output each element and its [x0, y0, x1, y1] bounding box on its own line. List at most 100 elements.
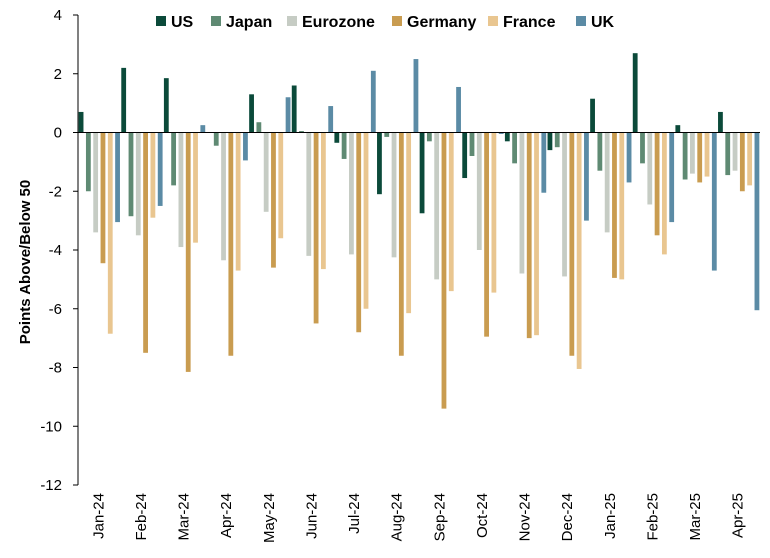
bar [163, 78, 169, 133]
bar [640, 132, 645, 164]
bar [711, 132, 717, 271]
y-tick-label: -8 [49, 360, 62, 377]
y-axis-label: Points Above/Below 50 [17, 180, 34, 344]
bar [448, 132, 454, 292]
bar [604, 132, 610, 233]
bar [228, 132, 234, 356]
bar [504, 132, 510, 142]
bar [334, 132, 340, 143]
x-tick-label: Mar-24 [176, 493, 193, 541]
legend-label: Japan [226, 14, 272, 31]
legend-item-eurozone: Eurozone [287, 14, 375, 31]
bar [135, 132, 141, 236]
bar [682, 132, 688, 180]
bar [426, 132, 432, 142]
bar [363, 132, 369, 309]
bar [100, 132, 106, 264]
legend-label: UK [591, 14, 615, 31]
legend-item-japan: Japan [211, 14, 272, 31]
bar [576, 132, 582, 369]
y-tick-label: -12 [40, 477, 62, 494]
bar [718, 111, 723, 133]
bar [121, 67, 127, 133]
legend-label: Germany [407, 14, 476, 31]
bar [193, 132, 198, 243]
x-tick-label: Jan-25 [602, 493, 619, 539]
bar [349, 132, 354, 255]
y-tick-label: -6 [49, 301, 62, 318]
bar [157, 132, 163, 206]
y-axis-label-group: Points Above/Below 50 [17, 180, 34, 344]
x-tick-label: Nov-24 [517, 493, 534, 541]
bar [185, 132, 191, 372]
series-us [78, 53, 723, 214]
legend-swatch [156, 16, 166, 26]
x-axis-ticks: Jan-24 Feb-24 Mar-24 Apr-24 May-24 Jun-24 Jul-… [90, 493, 746, 543]
bar [178, 132, 184, 248]
legend-swatch [211, 16, 221, 26]
bar [554, 132, 560, 148]
bar [739, 132, 745, 192]
bar [632, 53, 638, 133]
x-tick-label: Jan-24 [90, 493, 107, 539]
bar [320, 132, 326, 270]
bar [469, 132, 475, 156]
y-tick-label: 4 [54, 7, 62, 24]
bar [590, 98, 595, 133]
bar [597, 132, 603, 171]
bar [356, 132, 362, 333]
bar [526, 132, 532, 339]
legend-label: Eurozone [302, 14, 375, 31]
legend-swatch [287, 16, 297, 26]
bars [78, 53, 760, 409]
bar [612, 132, 617, 278]
bar [534, 132, 539, 336]
bar [306, 132, 312, 256]
bar [328, 106, 334, 133]
bar [213, 132, 219, 146]
bar [569, 132, 575, 356]
bar [456, 86, 461, 133]
bar [271, 132, 276, 268]
legend-swatch [576, 16, 586, 26]
bar [654, 132, 660, 236]
x-tick-label: May-24 [261, 493, 278, 543]
y-tick-label: 0 [54, 125, 62, 142]
bar [171, 132, 177, 186]
series-japan [85, 122, 731, 217]
bar [115, 132, 120, 223]
bar [498, 132, 504, 134]
bar [491, 132, 497, 293]
legend-label: US [171, 14, 194, 31]
legend-item-uk: UK [576, 14, 615, 31]
bar [704, 132, 710, 177]
bar [263, 132, 269, 212]
bar [256, 122, 262, 133]
bar [243, 132, 248, 161]
bar [377, 132, 382, 195]
bar [85, 132, 91, 192]
bar [285, 97, 291, 133]
bar [512, 132, 518, 164]
bar [143, 132, 148, 353]
legend-swatch [488, 16, 498, 26]
bar [647, 132, 653, 205]
bar [754, 132, 760, 311]
x-tick-label: Feb-24 [133, 493, 150, 541]
bar [547, 132, 553, 151]
bar [93, 132, 99, 233]
x-tick-label: Mar-25 [687, 493, 704, 541]
bar [675, 125, 681, 133]
bar [619, 132, 625, 280]
bar [441, 132, 447, 409]
x-tick-label: Aug-24 [389, 493, 406, 541]
bar [725, 132, 731, 176]
series-france [107, 132, 753, 369]
series-germany [100, 132, 745, 409]
bar [462, 132, 468, 179]
bar [221, 132, 226, 261]
bar [434, 132, 440, 280]
bar [626, 132, 632, 183]
bar [249, 94, 254, 133]
